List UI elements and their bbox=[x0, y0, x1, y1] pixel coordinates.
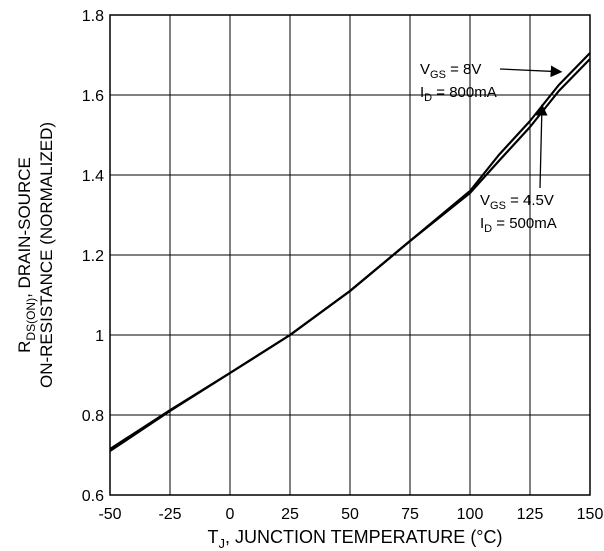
y-tick-label: 1.4 bbox=[82, 168, 104, 185]
y-tick-labels: 0.6 0.8 1 1.2 1.4 1.6 1.8 bbox=[82, 8, 104, 505]
x-tick-label: 75 bbox=[401, 506, 419, 523]
y-tick-label: 0.6 bbox=[82, 488, 104, 505]
x-tick-label: 50 bbox=[341, 506, 359, 523]
annotation-2-arrow bbox=[535, 103, 548, 189]
x-tick-label: 125 bbox=[517, 506, 544, 523]
annotation-2-line2: ID = 500mA bbox=[480, 215, 557, 235]
x-axis-label: TJ, JUNCTION TEMPERATURE (°C) bbox=[207, 527, 502, 551]
y-axis-label-line2: ON-RESISTANCE (NORMALIZED) bbox=[37, 122, 56, 388]
x-tick-label: 100 bbox=[457, 506, 484, 523]
x-tick-label: 25 bbox=[281, 506, 299, 523]
y-tick-label: 1.2 bbox=[82, 248, 104, 265]
plot-frame bbox=[109, 14, 591, 496]
annotation-vgs-8v: VGS = 8V ID = 800mA bbox=[420, 61, 563, 104]
x-tick-labels: -50 -25 0 25 50 75 100 125 150 bbox=[98, 506, 603, 523]
y-tick-label: 0.8 bbox=[82, 408, 104, 425]
annotation-2-line1: VGS = 4.5V bbox=[480, 192, 554, 212]
annotation-1-line2: ID = 800mA bbox=[420, 84, 497, 104]
y-axis-label: RDS(ON), DRAIN-SOURCE ON-RESISTANCE (NOR… bbox=[15, 122, 56, 388]
grid-lines bbox=[110, 15, 590, 495]
annotation-vgs-4-5v: VGS = 4.5V ID = 500mA bbox=[480, 103, 557, 235]
x-tick-label: 0 bbox=[226, 506, 235, 523]
x-tick-label: 150 bbox=[577, 506, 604, 523]
annotation-1-line1: VGS = 8V bbox=[420, 61, 481, 81]
y-tick-label: 1.6 bbox=[82, 88, 104, 105]
annotation-1-arrow bbox=[499, 65, 563, 78]
y-tick-label: 1.8 bbox=[82, 8, 104, 25]
y-tick-label: 1 bbox=[95, 328, 104, 345]
x-tick-label: -50 bbox=[98, 506, 121, 523]
x-tick-label: -25 bbox=[158, 506, 181, 523]
y-axis-label-line1: RDS(ON), DRAIN-SOURCE bbox=[15, 157, 38, 353]
